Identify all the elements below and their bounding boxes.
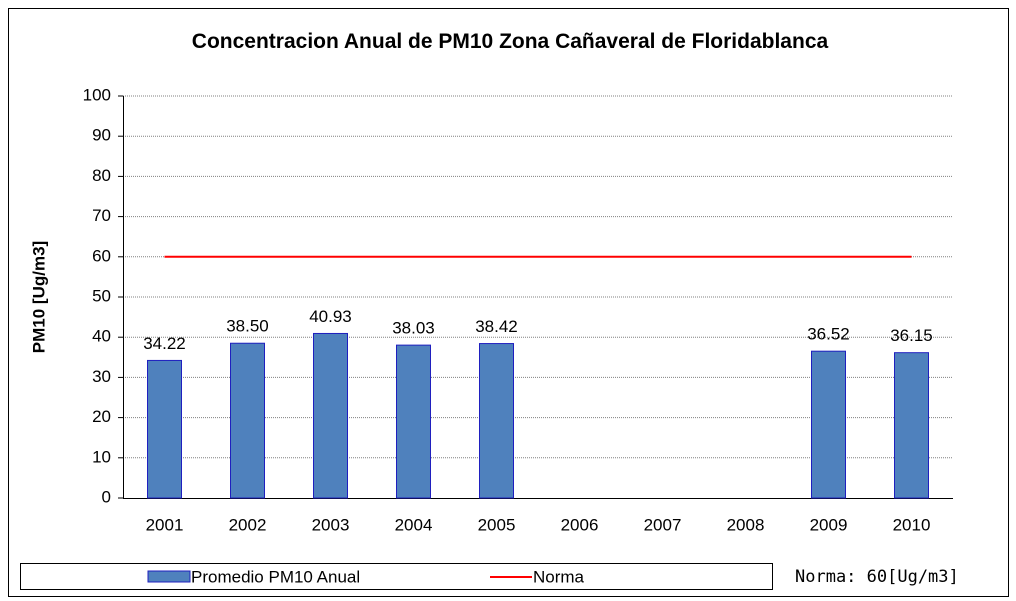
data-label: 36.15 <box>890 326 933 345</box>
y-tick-label: 70 <box>92 206 111 225</box>
x-tick-label: 2005 <box>478 515 516 534</box>
data-label: 34.22 <box>143 334 186 353</box>
bar <box>396 344 431 499</box>
data-label: 36.52 <box>807 325 850 344</box>
y-tick-label: 80 <box>92 166 111 185</box>
x-tick-label: 2002 <box>229 515 267 534</box>
y-tick-label: 10 <box>92 447 111 466</box>
bar <box>147 359 182 499</box>
x-tick-label: 2008 <box>727 515 765 534</box>
x-tick-label: 2010 <box>893 515 931 534</box>
legend-label: Promedio PM10 Anual <box>191 567 360 586</box>
y-tick-label: 90 <box>92 126 111 145</box>
y-tick-label: 40 <box>92 327 111 346</box>
chart-border <box>8 8 1009 597</box>
legend-box <box>20 563 773 590</box>
y-tick-label: 20 <box>92 407 111 426</box>
x-tick-label: 2001 <box>146 515 184 534</box>
bar <box>894 352 929 499</box>
y-tick-label: 100 <box>83 85 111 104</box>
y-tick-label: 50 <box>92 286 111 305</box>
legend-label: Norma <box>533 567 585 586</box>
y-axis-label: PM10 [Ug/m3] <box>29 241 48 353</box>
annotation: Norma: 60[Ug/m3] <box>795 567 959 587</box>
chart-title: Concentracion Anual de PM10 Zona Cañaver… <box>191 30 829 53</box>
y-tick-label: 30 <box>92 367 111 386</box>
bar <box>313 332 348 499</box>
bar <box>479 343 514 499</box>
data-label: 38.50 <box>226 317 269 336</box>
x-tick-label: 2004 <box>395 515 433 534</box>
bar <box>811 350 846 499</box>
data-label: 40.93 <box>309 307 352 326</box>
bar <box>230 342 265 499</box>
x-tick-label: 2006 <box>561 515 599 534</box>
legend-swatch <box>147 570 191 583</box>
data-label: 38.42 <box>475 317 518 336</box>
x-tick-label: 2003 <box>312 515 350 534</box>
x-tick-label: 2009 <box>810 515 848 534</box>
y-tick-label: 60 <box>92 246 111 265</box>
data-label: 38.03 <box>392 319 435 338</box>
x-tick-label: 2007 <box>644 515 682 534</box>
y-tick-label: 0 <box>102 487 111 506</box>
